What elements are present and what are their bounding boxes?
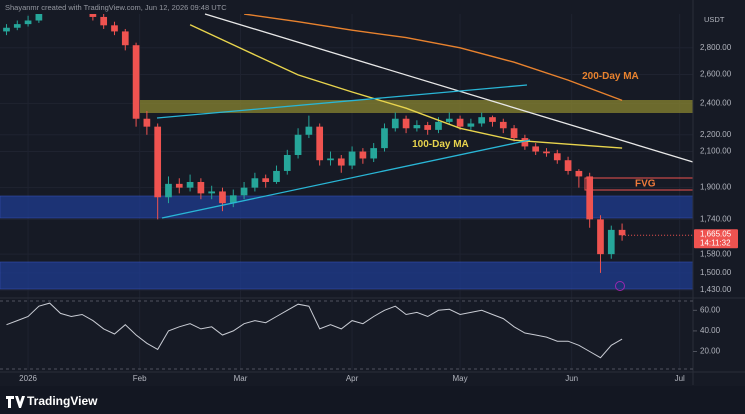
moving-average: [189, 24, 623, 149]
header: Shayanmr created with TradingView.com, J…: [5, 3, 227, 12]
candle-body: [197, 181, 205, 194]
candle-body: [553, 153, 561, 161]
x-tick-label: Feb: [133, 374, 147, 383]
fvg-label: FVG: [635, 179, 656, 190]
footer: [0, 386, 745, 414]
candle-body: [597, 219, 604, 255]
candle-body: [607, 229, 615, 255]
candle-body: [499, 121, 507, 129]
candle-body: [3, 27, 10, 32]
countdown: 14:11:32: [700, 238, 731, 247]
y-tick-label: 2,200.00: [700, 130, 732, 139]
last-price: 1,665.05: [700, 229, 732, 238]
candle-body: [435, 121, 442, 130]
supply-zone: [140, 100, 693, 113]
candle-body: [111, 25, 118, 32]
candle-body: [586, 176, 594, 220]
candle-body: [337, 158, 345, 166]
candle-body: [575, 170, 583, 177]
channel-lower: [161, 139, 531, 219]
y-tick-label: 2,800.00: [700, 43, 732, 52]
brand: TradingView: [27, 394, 98, 408]
rsi-line: [6, 302, 623, 359]
candle-body: [143, 118, 151, 127]
candle-body: [273, 170, 280, 182]
candle-body: [208, 191, 216, 194]
candle-body: [327, 158, 334, 161]
candle-body: [294, 134, 302, 155]
candle-body: [13, 24, 21, 28]
candle-body: [467, 123, 475, 127]
candle-body: [165, 183, 172, 198]
candle-body: [219, 191, 226, 204]
candle-body: [186, 181, 194, 188]
y-tick-label: 1,900.00: [700, 183, 732, 192]
channel-upper: [156, 84, 528, 119]
x-tick-label: May: [453, 374, 468, 383]
candle-body: [348, 151, 356, 166]
candle-body: [89, 14, 97, 17]
moving-average: [244, 14, 623, 102]
candle-body: [240, 187, 248, 196]
candle-body: [251, 178, 259, 188]
candle-body: [100, 16, 108, 26]
y-tick-label: 1,430.00: [700, 285, 732, 294]
demand-zone: [0, 261, 694, 290]
candle-body: [478, 117, 486, 124]
candle-body: [24, 20, 32, 25]
currency: USDT: [704, 15, 725, 24]
y-tick-label: 1,580.00: [700, 249, 732, 258]
candle-body: [413, 125, 421, 129]
candle-body: [391, 118, 399, 129]
candle-body: [489, 117, 496, 122]
trendline: [204, 13, 694, 163]
brand-logo: [6, 396, 25, 408]
x-tick-label: Apr: [346, 374, 359, 383]
y-tick-label: 2,400.00: [700, 98, 732, 107]
ma-label: 100-Day MA: [412, 139, 469, 150]
candle-body: [132, 45, 140, 119]
candle-body: [543, 151, 550, 154]
candle-body: [229, 195, 237, 204]
candle-body: [305, 126, 313, 135]
candle-body: [564, 160, 572, 171]
candle-body: [316, 126, 324, 161]
candle-body: [175, 183, 183, 188]
y-tick-label: 2,100.00: [700, 147, 732, 156]
candle-body: [456, 118, 464, 127]
x-tick-label: Jun: [565, 374, 578, 383]
candle-body: [510, 128, 518, 139]
candle-body: [35, 14, 43, 21]
last-price-tag: [694, 229, 738, 249]
y-tick-label: 1,740.00: [700, 214, 732, 223]
candle-body: [359, 151, 367, 159]
candle-body: [370, 148, 378, 159]
y-tick-label: 2,600.00: [700, 70, 732, 79]
x-tick-label: 2026: [19, 374, 37, 383]
candle-body: [381, 128, 388, 149]
candle-body: [121, 31, 129, 46]
y-tick-label: 1,500.00: [700, 268, 732, 277]
candle-body: [283, 154, 291, 171]
x-tick-label: Mar: [234, 374, 248, 383]
rsi-tick-label: 60.00: [700, 305, 721, 314]
candle-body: [154, 126, 162, 198]
rsi-tick-label: 20.00: [700, 347, 721, 356]
event-icon: [615, 281, 625, 291]
ma-label: 200-Day MA: [582, 71, 639, 82]
rsi-tick-label: 40.00: [700, 326, 721, 335]
candle-body: [521, 138, 529, 147]
candle-body: [445, 118, 453, 122]
candle-body: [402, 118, 410, 129]
x-tick-label: Jul: [675, 374, 685, 383]
candle-body: [424, 125, 432, 130]
candle-body: [532, 146, 540, 152]
candle-body: [262, 178, 270, 182]
candle-body: [618, 229, 626, 236]
